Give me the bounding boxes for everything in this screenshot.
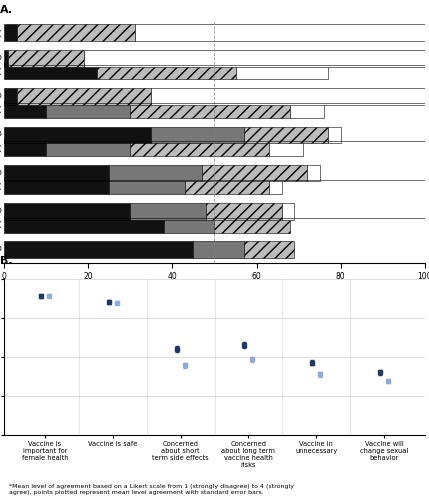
Bar — [236, 63, 328, 80]
Bar — [151, 88, 425, 105]
Bar — [164, 216, 214, 232]
Bar — [9, 50, 84, 66]
Bar — [109, 178, 185, 194]
Bar — [135, 24, 425, 41]
Bar — [4, 242, 193, 258]
Bar — [46, 101, 130, 117]
Bar — [244, 126, 328, 143]
Bar — [4, 101, 46, 117]
Bar — [46, 140, 130, 156]
Bar — [17, 24, 135, 41]
Text: A.: A. — [0, 5, 13, 15]
Bar — [4, 178, 109, 194]
Bar — [109, 165, 202, 182]
Bar — [193, 242, 244, 258]
Bar — [4, 24, 17, 41]
Bar — [4, 203, 130, 220]
Bar — [84, 50, 425, 66]
Bar — [307, 165, 320, 182]
Bar — [97, 63, 236, 80]
Bar — [4, 50, 9, 66]
Bar — [130, 101, 290, 117]
Bar — [151, 126, 244, 143]
Text: B.: B. — [0, 256, 13, 266]
Bar — [269, 140, 303, 156]
Bar — [4, 165, 109, 182]
Bar — [4, 88, 17, 105]
Bar — [282, 203, 294, 220]
Bar — [214, 216, 290, 232]
Bar — [290, 101, 324, 117]
Bar — [130, 140, 269, 156]
Bar — [4, 126, 151, 143]
Bar — [269, 178, 282, 194]
Bar — [4, 140, 46, 156]
Bar — [130, 203, 206, 220]
Bar — [4, 63, 97, 80]
X-axis label: Percentage of student responses: Percentage of student responses — [140, 286, 289, 294]
Bar — [17, 88, 151, 105]
Bar — [202, 165, 307, 182]
Bar — [328, 126, 341, 143]
Text: *Mean level of agreement based on a Likert scale from 1 (strongly disagree) to 4: *Mean level of agreement based on a Like… — [9, 484, 293, 495]
Bar — [206, 203, 282, 220]
Bar — [244, 242, 294, 258]
Bar — [185, 178, 269, 194]
Bar — [4, 216, 164, 232]
